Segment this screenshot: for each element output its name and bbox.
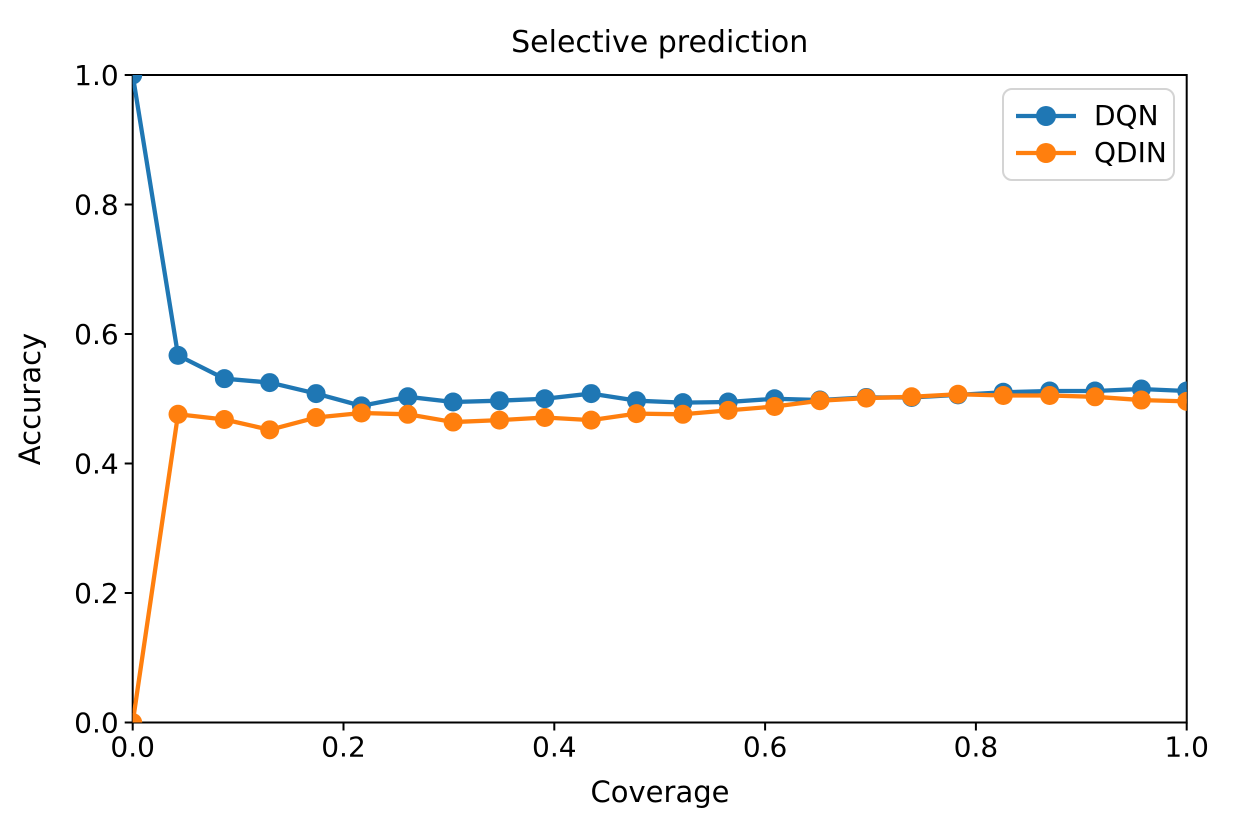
data-point-marker (214, 409, 234, 429)
y-axis-label: Accuracy (13, 332, 47, 466)
data-point-marker (132, 713, 143, 723)
data-point-marker (489, 391, 509, 411)
x-tick-label: 0.0 (110, 731, 155, 764)
x-tick-label: 0.8 (954, 731, 999, 764)
legend-box: DQN QDIN (1002, 88, 1175, 181)
data-point-marker (168, 345, 188, 365)
data-point-marker (443, 412, 463, 432)
data-point-marker (1131, 390, 1151, 410)
y-axis-ticks: 0.0 0.2 0.4 0.6 0.8 1.0 (74, 59, 133, 740)
data-point-marker (443, 392, 463, 412)
y-tick-label: 0.8 (74, 189, 119, 222)
data-point-marker (306, 408, 326, 428)
x-tick-label: 0.6 (743, 731, 788, 764)
x-tick-label: 0.4 (532, 731, 577, 764)
chart-title: Selective prediction (511, 25, 809, 60)
data-point-marker (581, 384, 601, 404)
data-point-marker (398, 387, 418, 407)
qdin-line-marker-icon (1016, 143, 1076, 164)
data-point-marker (765, 397, 785, 417)
series-line-qdin (132, 392, 1187, 723)
y-tick-label: 0.0 (74, 707, 119, 740)
series-group (132, 75, 1187, 723)
data-point-marker (260, 420, 280, 440)
y-tick-label: 0.6 (74, 318, 119, 351)
data-point-marker (856, 388, 876, 408)
y-tick-label: 0.4 (74, 448, 119, 481)
data-point-marker (260, 373, 280, 393)
x-tick-label: 0.2 (321, 731, 366, 764)
data-point-marker (810, 391, 830, 411)
data-point-marker (1040, 386, 1060, 406)
data-point-marker (132, 75, 143, 85)
y-tick-label: 1.0 (74, 59, 119, 92)
data-point-marker (535, 389, 555, 409)
dqn-line-marker-icon (1016, 105, 1076, 126)
x-tick-label: 1.0 (1164, 731, 1209, 764)
legend-label-dqn: DQN (1094, 98, 1159, 132)
series-markers-qdin (132, 384, 1187, 723)
data-point-marker (306, 384, 326, 404)
legend-entry-qdin: QDIN (1014, 139, 1167, 167)
y-tick-label: 0.2 (74, 577, 119, 610)
data-point-marker (214, 369, 234, 389)
data-point-marker (948, 384, 968, 404)
data-point-marker (1177, 391, 1187, 411)
data-point-marker (1085, 387, 1105, 407)
data-point-marker (535, 408, 555, 428)
data-point-marker (993, 386, 1013, 406)
legend-entry-dqn: DQN (1014, 98, 1163, 132)
x-axis-ticks: 0.0 0.2 0.4 0.6 0.8 1.0 (110, 722, 1209, 764)
data-point-marker (489, 410, 509, 430)
data-point-marker (673, 404, 693, 424)
x-axis-label: Coverage (590, 775, 730, 809)
data-point-marker (168, 404, 188, 424)
data-point-marker (581, 410, 601, 430)
data-point-marker (351, 403, 371, 423)
data-point-marker (398, 404, 418, 424)
data-point-marker (627, 404, 647, 424)
data-point-marker (902, 387, 922, 407)
legend-label-qdin: QDIN (1094, 136, 1167, 170)
data-point-marker (718, 400, 738, 420)
